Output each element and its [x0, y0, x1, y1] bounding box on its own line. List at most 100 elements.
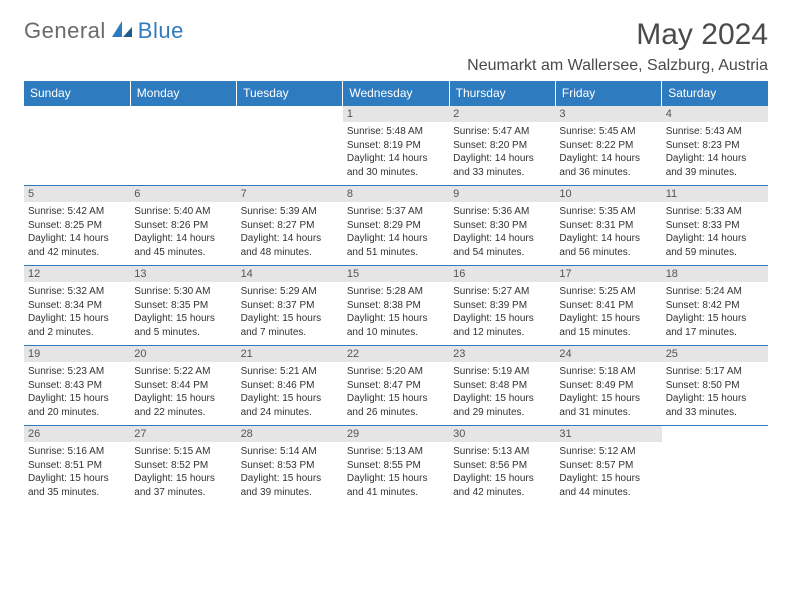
sunset-line: Sunset: 8:27 PM — [241, 219, 339, 233]
sunset-line: Sunset: 8:25 PM — [28, 219, 126, 233]
sunset-line: Sunset: 8:23 PM — [666, 139, 764, 153]
day-cell: 31Sunrise: 5:12 AMSunset: 8:57 PMDayligh… — [555, 426, 661, 506]
day-number: 6 — [130, 186, 236, 202]
day-header-cell: Tuesday — [237, 81, 343, 106]
daylight-line: Daylight: 14 hours and 51 minutes. — [347, 232, 445, 259]
day-cell: 28 Sunrise: 5:14 AMSunset: 8:53 PMDayligh… — [237, 426, 343, 506]
day-cell: 4Sunrise: 5:43 AMSunset: 8:23 PMDaylight… — [662, 106, 768, 186]
day-cell: 3Sunrise: 5:45 AMSunset: 8:22 PMDaylight… — [555, 106, 661, 186]
day-cell: 21Sunrise: 5:21 AMSunset: 8:46 PMDayligh… — [237, 346, 343, 426]
day-header-cell: Friday — [555, 81, 661, 106]
day-cell — [237, 106, 343, 186]
daylight-line: Daylight: 15 hours and 26 minutes. — [347, 392, 445, 419]
sunrise-line: Sunrise: 5:40 AM — [134, 205, 232, 219]
sunrise-line: Sunrise: 5:47 AM — [453, 125, 551, 139]
daylight-line: Daylight: 14 hours and 33 minutes. — [453, 152, 551, 179]
sunset-line: Sunset: 8:30 PM — [453, 219, 551, 233]
day-cell: 29Sunrise: 5:13 AMSunset: 8:55 PMDayligh… — [343, 426, 449, 506]
sunrise-line: Sunrise: 5:23 AM — [28, 365, 126, 379]
day-number: 23 — [449, 346, 555, 362]
day-number: 3 — [555, 106, 661, 122]
sunrise-line: Sunrise: 5:16 AM — [28, 445, 126, 459]
day-cell: 12Sunrise: 5:32 AMSunset: 8:34 PMDayligh… — [24, 266, 130, 346]
sunrise-line: Sunrise: 5:17 AM — [666, 365, 764, 379]
day-cell: 27Sunrise: 5:15 AMSunset: 8:52 PMDayligh… — [130, 426, 236, 506]
day-cell: 1Sunrise: 5:48 AMSunset: 8:19 PMDaylight… — [343, 106, 449, 186]
sunrise-line: Sunrise: 5:28 AM — [347, 285, 445, 299]
sunset-line: Sunset: 8:42 PM — [666, 299, 764, 313]
daylight-line: Daylight: 14 hours and 39 minutes. — [666, 152, 764, 179]
sunset-line: Sunset: 8:56 PM — [453, 459, 551, 473]
day-number: 22 — [343, 346, 449, 362]
sunset-line: Sunset: 8:43 PM — [28, 379, 126, 393]
day-number: 28 — [237, 426, 343, 442]
day-header-row: SundayMondayTuesdayWednesdayThursdayFrid… — [24, 81, 768, 106]
day-number: 7 — [237, 186, 343, 202]
daylight-line: Daylight: 15 hours and 10 minutes. — [347, 312, 445, 339]
sunset-line: Sunset: 8:38 PM — [347, 299, 445, 313]
day-cell: 16Sunrise: 5:27 AMSunset: 8:39 PMDayligh… — [449, 266, 555, 346]
sunset-line: Sunset: 8:26 PM — [134, 219, 232, 233]
brand-right: Blue — [138, 18, 184, 44]
day-cell: 11Sunrise: 5:33 AMSunset: 8:33 PMDayligh… — [662, 186, 768, 266]
day-cell: 22 Sunrise: 5:20 AMSunset: 8:47 PMDayligh… — [343, 346, 449, 426]
daylight-line: Daylight: 14 hours and 48 minutes. — [241, 232, 339, 259]
daylight-line: Daylight: 15 hours and 5 minutes. — [134, 312, 232, 339]
sunset-line: Sunset: 8:39 PM — [453, 299, 551, 313]
daylight-line: Daylight: 15 hours and 33 minutes. — [666, 392, 764, 419]
sunrise-line: Sunrise: 5:12 AM — [559, 445, 657, 459]
day-number: 31 — [555, 426, 661, 442]
sunset-line: Sunset: 8:53 PM — [241, 459, 339, 473]
day-number: 4 — [662, 106, 768, 122]
day-number: 19 — [24, 346, 130, 362]
calendar-body: 1Sunrise: 5:48 AMSunset: 8:19 PMDaylight… — [24, 106, 768, 506]
sunset-line: Sunset: 8:46 PM — [241, 379, 339, 393]
calendar-page: General Blue May 2024 Neumarkt am Waller… — [0, 0, 792, 523]
day-cell: 17Sunrise: 5:25 AMSunset: 8:41 PMDayligh… — [555, 266, 661, 346]
sunset-line: Sunset: 8:57 PM — [559, 459, 657, 473]
day-cell: 23Sunrise: 5:19 AMSunset: 8:48 PMDayligh… — [449, 346, 555, 426]
sunset-line: Sunset: 8:52 PM — [134, 459, 232, 473]
daylight-line: Daylight: 14 hours and 30 minutes. — [347, 152, 445, 179]
sunset-line: Sunset: 8:37 PM — [241, 299, 339, 313]
sunrise-line: Sunrise: 5:42 AM — [28, 205, 126, 219]
sunrise-line: Sunrise: 5:36 AM — [453, 205, 551, 219]
day-header-cell: Saturday — [662, 81, 768, 106]
brand-sail-icon — [110, 19, 134, 44]
week-row: 26Sunrise: 5:16 AMSunset: 8:51 PMDayligh… — [24, 426, 768, 506]
week-row: 5 Sunrise: 5:42 AMSunset: 8:25 PM Daylight… — [24, 186, 768, 266]
sunset-line: Sunset: 8:47 PM — [347, 379, 445, 393]
day-cell: 25Sunrise: 5:17 AMSunset: 8:50 PMDayligh… — [662, 346, 768, 426]
daylight-line: Daylight: 15 hours and 35 minutes. — [28, 472, 126, 499]
daylight-line: Daylight: 15 hours and 24 minutes. — [241, 392, 339, 419]
sunset-line: Sunset: 8:48 PM — [453, 379, 551, 393]
sunrise-line: Sunrise: 5:20 AM — [347, 365, 445, 379]
daylight-line: Daylight: 14 hours and 45 minutes. — [134, 232, 232, 259]
day-cell: 26Sunrise: 5:16 AMSunset: 8:51 PMDayligh… — [24, 426, 130, 506]
brand-logo: General Blue — [24, 18, 184, 44]
day-cell: 5Sunrise: 5:42 AMSunset: 8:25 PMDaylight… — [24, 186, 130, 266]
day-number: 21 — [237, 346, 343, 362]
day-cell: 14Sunrise: 5:29 AMSunset: 8:37 PMDayligh… — [237, 266, 343, 346]
day-number: 11 — [662, 186, 768, 202]
day-cell: 2Sunrise: 5:47 AMSunset: 8:20 PMDaylight… — [449, 106, 555, 186]
sunset-line: Sunset: 8:51 PM — [28, 459, 126, 473]
sunset-line: Sunset: 8:49 PM — [559, 379, 657, 393]
sunrise-line: Sunrise: 5:14 AM — [241, 445, 339, 459]
sunrise-line: Sunrise: 5:27 AM — [453, 285, 551, 299]
day-number: 18 — [662, 266, 768, 282]
day-number: 5 — [24, 186, 130, 202]
day-cell — [662, 426, 768, 506]
sunset-line: Sunset: 8:50 PM — [666, 379, 764, 393]
day-cell: 24Sunrise: 5:18 AMSunset: 8:49 PMDayligh… — [555, 346, 661, 426]
day-cell: 6 Sunrise: 5:40 AMSunset: 8:26 PMDaylight… — [130, 186, 236, 266]
day-number: 29 — [343, 426, 449, 442]
daylight-line: Daylight: 15 hours and 39 minutes. — [241, 472, 339, 499]
day-header-cell: Thursday — [449, 81, 555, 106]
title-block: May 2024 Neumarkt am Wallersee, Salzburg… — [467, 18, 768, 75]
daylight-line: Daylight: 15 hours and 2 minutes. — [28, 312, 126, 339]
daylight-line: Daylight: 15 hours and 31 minutes. — [559, 392, 657, 419]
day-number: 24 — [555, 346, 661, 362]
sunset-line: Sunset: 8:41 PM — [559, 299, 657, 313]
day-cell: 18Sunrise: 5:24 AMSunset: 8:42 PMDayligh… — [662, 266, 768, 346]
